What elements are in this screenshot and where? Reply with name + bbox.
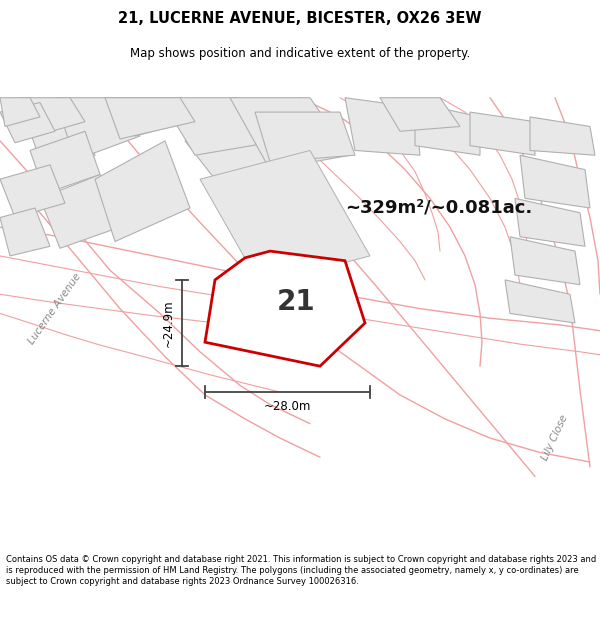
Text: Contains OS data © Crown copyright and database right 2021. This information is : Contains OS data © Crown copyright and d… [6, 554, 596, 586]
Polygon shape [105, 98, 195, 139]
Polygon shape [95, 141, 190, 241]
Polygon shape [200, 151, 370, 284]
Polygon shape [230, 98, 350, 169]
Text: Map shows position and indicative extent of the property.: Map shows position and indicative extent… [130, 47, 470, 59]
Polygon shape [505, 280, 575, 323]
Text: ~24.9m: ~24.9m [161, 299, 175, 347]
Text: ~329m²/~0.081ac.: ~329m²/~0.081ac. [345, 199, 532, 217]
Text: 21, LUCERNE AVENUE, BICESTER, OX26 3EW: 21, LUCERNE AVENUE, BICESTER, OX26 3EW [118, 11, 482, 26]
Polygon shape [515, 198, 585, 246]
Polygon shape [0, 208, 50, 256]
Polygon shape [0, 98, 40, 126]
Polygon shape [115, 98, 190, 136]
Polygon shape [510, 237, 580, 284]
Polygon shape [30, 112, 95, 174]
Polygon shape [520, 155, 590, 208]
Polygon shape [0, 102, 55, 142]
Polygon shape [415, 102, 480, 155]
Polygon shape [380, 98, 460, 131]
Polygon shape [470, 112, 535, 155]
Polygon shape [160, 98, 280, 155]
Polygon shape [185, 112, 295, 218]
Polygon shape [530, 117, 595, 155]
Text: Lucerne Avenue: Lucerne Avenue [27, 271, 83, 346]
Polygon shape [205, 251, 365, 366]
Polygon shape [20, 98, 85, 136]
Polygon shape [0, 165, 65, 217]
Text: Lily Close: Lily Close [540, 414, 570, 462]
Polygon shape [30, 131, 100, 194]
Polygon shape [255, 112, 355, 162]
Polygon shape [40, 174, 120, 248]
Polygon shape [55, 98, 140, 160]
Polygon shape [345, 98, 420, 155]
Text: ~28.0m: ~28.0m [264, 400, 311, 413]
Text: 21: 21 [277, 288, 315, 316]
